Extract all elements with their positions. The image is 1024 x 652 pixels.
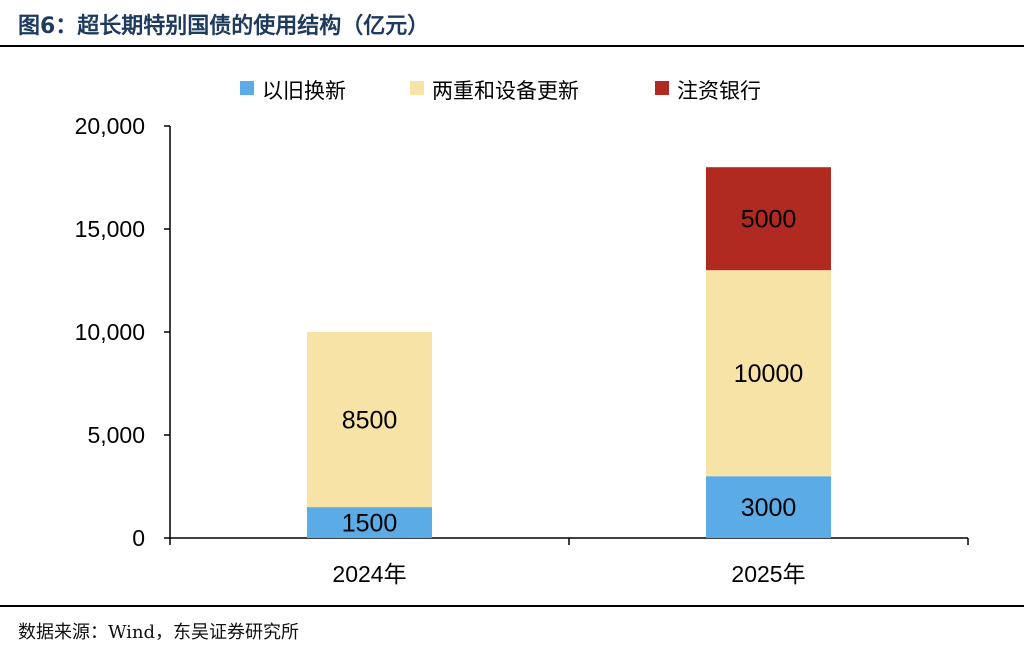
data-label: 5000 <box>741 206 797 234</box>
x-tick-label: 2024年 <box>332 561 406 587</box>
bar-1-series-1 <box>307 507 432 538</box>
x-tick-label: 2025年 <box>731 561 805 587</box>
bottom-rule <box>0 605 1024 607</box>
legend-swatch-1 <box>240 81 254 95</box>
data-label: 1500 <box>342 510 398 538</box>
data-label: 10000 <box>734 360 804 388</box>
y-tick-label: 20,000 <box>75 113 145 139</box>
bar-1-series-2 <box>307 332 432 508</box>
y-tick-label: 0 <box>132 525 145 551</box>
y-tick-label: 15,000 <box>75 216 145 242</box>
legend-label-2: 两重和设备更新 <box>432 79 579 103</box>
bar-2-series-2 <box>706 270 831 477</box>
bar-2-series-3 <box>706 167 831 271</box>
legend-label-3: 注资银行 <box>677 79 761 103</box>
top-rule <box>0 45 1024 47</box>
legend-label-1: 以旧换新 <box>262 79 346 103</box>
bar-2-series-1 <box>706 476 831 538</box>
legend-swatch-3 <box>655 81 669 95</box>
legend-swatch-2 <box>410 81 424 95</box>
data-label: 3000 <box>741 494 797 522</box>
y-tick-label: 10,000 <box>75 319 145 345</box>
source-note: 数据来源：Wind，东吴证券研究所 <box>18 622 300 643</box>
y-tick-label: 5,000 <box>87 422 145 448</box>
figure-title: 图6：超长期特别国债的使用结构（亿元） <box>18 14 430 39</box>
data-label: 8500 <box>342 407 398 435</box>
